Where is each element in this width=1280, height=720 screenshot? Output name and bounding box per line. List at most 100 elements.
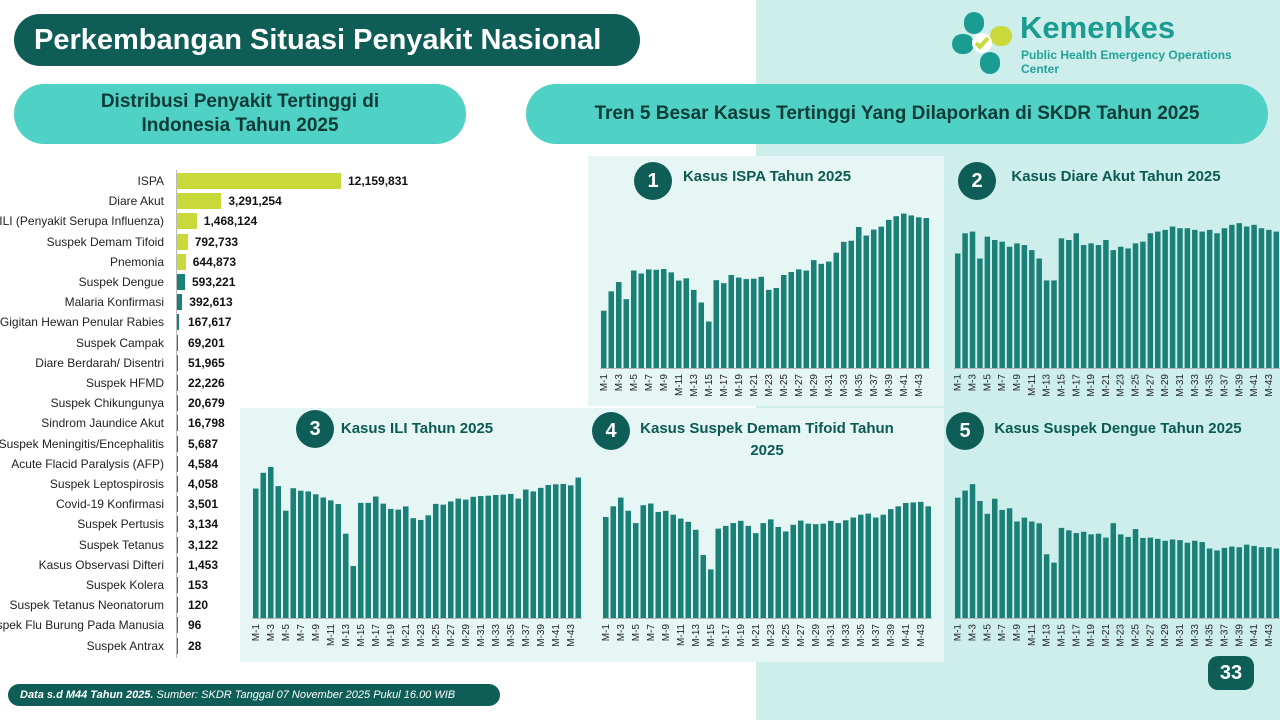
trend-bar-chart: M-1 M-3 M-5 M-7 M-9 M-11 M-13 M-15 M-17 M-19 M-21 M… (954, 223, 1280, 397)
trend-bar (954, 253, 961, 368)
x-tick-label: M-17 (719, 374, 730, 397)
trend-bar (923, 218, 930, 368)
trend-bar (1229, 546, 1235, 618)
hbar-bar (177, 536, 178, 553)
trend-bar (969, 231, 976, 368)
trend-bar (833, 252, 840, 368)
hbar-label: Suspek Pertusis (77, 517, 164, 532)
hbar-value-label: 69,201 (188, 335, 225, 350)
trend-bar (1036, 258, 1042, 368)
trend-bar (840, 241, 847, 368)
trend-bar (617, 497, 624, 618)
right-chart-heading: Tren 5 Besar Kasus Tertinggi Yang Dilapo… (526, 84, 1268, 144)
x-tick-label: M-41 (1249, 374, 1260, 397)
trend-bar (655, 511, 662, 618)
trend-bar (1103, 537, 1109, 618)
hbar-value-label: 4,058 (188, 477, 219, 491)
trend-bar (1229, 224, 1235, 368)
trend-bar (865, 513, 872, 618)
hbar-value-label: 5,687 (188, 436, 219, 451)
trend-bar (1088, 534, 1094, 618)
trend-bar (1043, 280, 1050, 368)
hbar-value-label: 20,679 (188, 396, 225, 411)
trend-bar (1095, 533, 1102, 618)
x-tick-label: M-3 (968, 624, 979, 642)
trend-bar (992, 240, 998, 368)
trend-bar (707, 569, 714, 618)
hbar-axis-line (176, 170, 177, 658)
trend-bar (977, 501, 983, 618)
hbar-bar (177, 274, 185, 290)
x-tick-label: M-29 (1160, 624, 1171, 647)
trend-bar (625, 510, 632, 618)
x-tick-label: M-29 (1160, 374, 1171, 397)
trend-bar (715, 528, 722, 618)
page-title: Perkembangan Situasi Penyakit Nasional (14, 14, 640, 66)
trend-bar (1132, 529, 1139, 618)
trend-bar (1029, 250, 1035, 368)
x-tick-label: M-13 (689, 374, 700, 397)
trend-bar (1266, 229, 1272, 368)
x-tick-label: M-1 (600, 374, 610, 392)
footer-source: Data s.d M44 Tahun 2025. Sumber: SKDR Ta… (8, 684, 500, 706)
hbar-value-label: 792,733 (194, 234, 239, 249)
trend-bar (908, 215, 915, 368)
trend-bar (623, 299, 630, 368)
trend-bar (984, 513, 991, 618)
hbar-label: Suspek Tetanus Neonatorum (9, 598, 164, 613)
hbar-label: ISPA (137, 174, 164, 188)
trend-bar (567, 485, 574, 618)
trend-bar (1243, 544, 1250, 618)
trend-bar (380, 503, 387, 618)
hbar-bar (177, 395, 178, 412)
x-tick-label: M-25 (779, 374, 790, 397)
hbar-label: Diare Berdarah/ Disentri (35, 355, 164, 370)
trend-bar (902, 502, 909, 618)
trend-bar (1251, 545, 1257, 618)
x-tick-label: M-27 (794, 374, 805, 397)
trend-bar (350, 565, 357, 618)
x-tick-label: M-9 (659, 374, 670, 392)
trend-bar (395, 509, 402, 618)
trend-bar (1117, 534, 1124, 618)
hbar-bar (177, 435, 178, 452)
trend-bar (722, 525, 729, 619)
hbar-label: Malaria Konfirmasi (64, 295, 164, 310)
trend-bar (640, 505, 647, 618)
trend-bar (737, 520, 744, 618)
trend-bar (1103, 240, 1109, 368)
hbar-bar (177, 314, 180, 331)
x-tick-label: M-31 (826, 624, 837, 647)
x-tick-label: M-33 (1190, 374, 1201, 397)
x-tick-label: M-21 (749, 374, 760, 397)
trend-bar (632, 523, 639, 618)
trend-bar (552, 484, 559, 618)
x-tick-label: M-25 (431, 624, 442, 647)
trend-bar (969, 484, 976, 618)
x-tick-label: M-37 (521, 624, 532, 647)
x-tick-label: M-21 (751, 624, 762, 647)
trend-bar-chart: M-1 M-3 M-5 M-7 M-9 M-11 M-13 M-15 M-17 M-19 M-21 M… (954, 484, 1280, 647)
trend-bar (372, 496, 379, 618)
hbar-value-label: 28 (188, 638, 202, 653)
x-tick-label: M-5 (281, 624, 292, 642)
hbar-label: Suspek Leptospirosis (49, 477, 164, 491)
hbar-bar (177, 213, 197, 230)
hbar-bar (177, 577, 178, 593)
trend-bar (252, 488, 259, 618)
hbar-bar (177, 253, 186, 270)
x-tick-label: M-27 (796, 624, 807, 647)
trend-bar (327, 500, 334, 618)
trend-bar (267, 466, 274, 618)
logo-name: Kemenkes (1020, 10, 1176, 45)
hbar-bar (177, 415, 178, 432)
trend-bar (387, 508, 394, 618)
trend-bar (305, 491, 312, 618)
trend-bar (954, 497, 961, 618)
trend-bar (647, 503, 654, 618)
x-tick-label: M-27 (1145, 624, 1156, 647)
trend-bar (1162, 229, 1168, 368)
hbar-label: Suspek HFMD (85, 376, 164, 390)
hbar-value-label: 153 (188, 578, 209, 592)
hbar-bar (177, 516, 178, 533)
